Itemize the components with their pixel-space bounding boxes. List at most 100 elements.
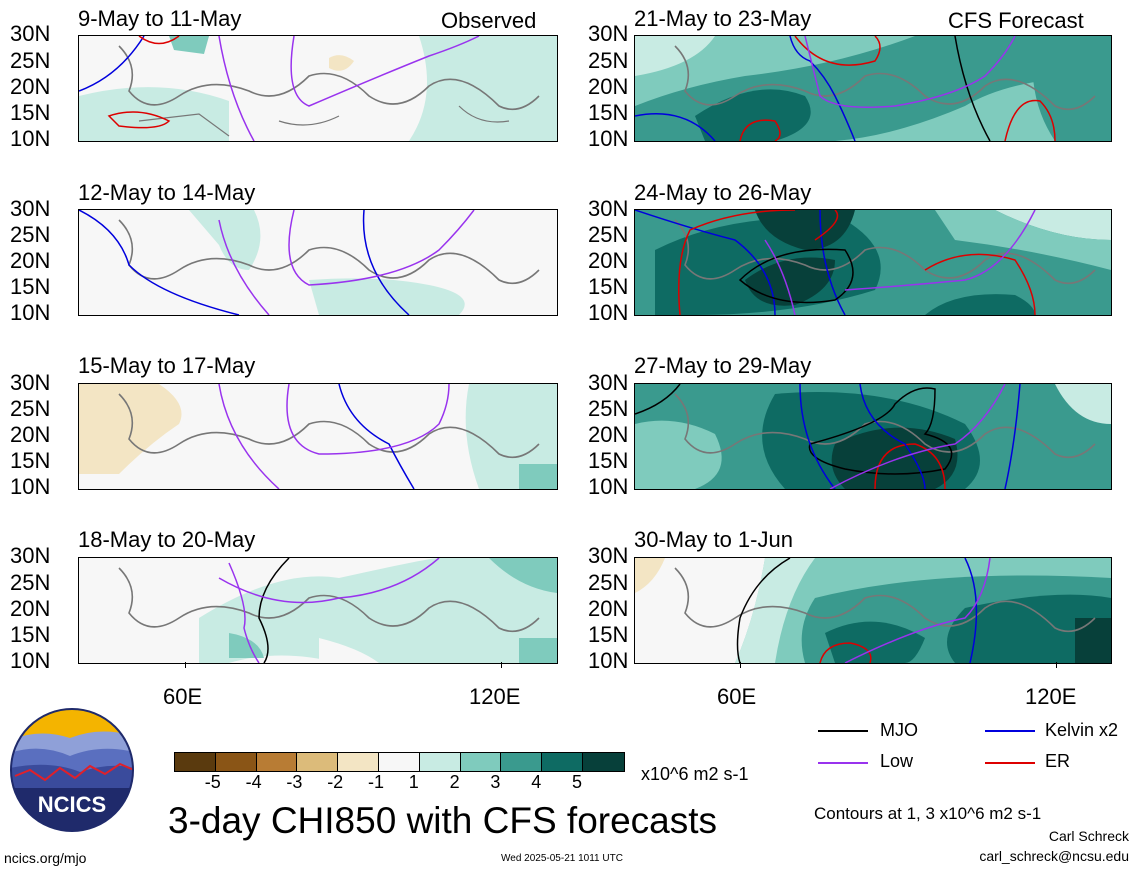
map-panel-2 — [634, 35, 1112, 142]
lon-label: 60E — [717, 684, 757, 709]
lat-label: 30N — [588, 370, 629, 395]
colorbar-tick-label: 2 — [449, 772, 460, 792]
map-field — [79, 36, 557, 141]
lat-label: 30N — [588, 196, 629, 221]
panel-tag-forecast: CFS Forecast — [948, 8, 1084, 33]
panel-title: 18-May to 20-May — [78, 527, 256, 552]
map-panel-6 — [634, 383, 1112, 490]
panel-title: 24-May to 26-May — [634, 180, 812, 205]
colorbar-box — [419, 753, 461, 771]
panel-title: 21-May to 23-May — [634, 6, 812, 31]
author: Carl Schreck — [1048, 828, 1129, 844]
lat-label: 20N — [10, 74, 51, 99]
lat-label: 15N — [588, 100, 629, 125]
colorbar-box — [582, 753, 624, 771]
colorbar-box — [256, 753, 298, 771]
lat-label: 25N — [588, 48, 629, 73]
map-field — [635, 210, 1111, 315]
lat-label: 15N — [10, 622, 51, 647]
lat-label: 25N — [10, 48, 51, 73]
legend-label-low: Low — [880, 751, 914, 771]
lat-label: 25N — [10, 396, 51, 421]
contours-note: Contours at 1, 3 x10^6 m2 s-1 — [814, 804, 1042, 823]
lat-label: 30N — [588, 21, 629, 46]
legend-line-er — [985, 762, 1035, 764]
logo-graphic — [10, 708, 134, 832]
map-panel-4 — [634, 209, 1112, 316]
ncics-logo: NCICS — [10, 708, 134, 832]
main-title: 3-day CHI850 with CFS forecasts — [168, 800, 718, 841]
lat-label: 30N — [10, 370, 51, 395]
map-field — [79, 384, 557, 489]
map-panel-3 — [78, 209, 558, 316]
colorbar-box — [338, 753, 379, 771]
lat-label: 10N — [588, 300, 629, 325]
colorbar-tick-label: 5 — [572, 772, 583, 792]
panel-title: 30-May to 1-Jun — [634, 527, 793, 552]
lat-label: 10N — [10, 474, 51, 499]
lat-label: 10N — [588, 474, 629, 499]
lat-label: 15N — [588, 274, 629, 299]
logo-text: NCICS — [37, 792, 107, 817]
lat-label: 15N — [588, 448, 629, 473]
lat-label: 30N — [10, 543, 51, 568]
colorbar-box — [501, 753, 543, 771]
colorbar-tick-label: -3 — [286, 772, 303, 792]
lon-tick — [740, 662, 741, 668]
panel-title: 15-May to 17-May — [78, 353, 256, 378]
colorbar-tick-label: -4 — [245, 772, 262, 792]
lat-label: 10N — [10, 300, 51, 325]
colorbar-box — [542, 753, 583, 771]
colorbar-unit: x10^6 m2 s-1 — [641, 764, 749, 784]
lat-label: 15N — [10, 448, 51, 473]
author-email: carl_schreck@ncsu.edu — [979, 848, 1129, 864]
colorbar-box — [175, 753, 216, 771]
legend-line-kelvin — [985, 730, 1035, 732]
lat-label: 25N — [10, 222, 51, 247]
lat-label: 20N — [10, 596, 51, 621]
lat-label: 30N — [588, 543, 629, 568]
colorbar-tick-label: -2 — [327, 772, 344, 792]
map-panel-7 — [78, 557, 558, 664]
lat-label: 20N — [10, 422, 51, 447]
lat-label: 10N — [10, 126, 51, 151]
panel-title: 12-May to 14-May — [78, 180, 256, 205]
lon-label: 120E — [469, 684, 521, 709]
lat-label: 25N — [10, 570, 51, 595]
lat-label: 10N — [588, 126, 629, 151]
lat-label: 15N — [10, 100, 51, 125]
lat-label: 20N — [10, 248, 51, 273]
lat-label: 20N — [588, 74, 629, 99]
colorbar — [174, 752, 625, 772]
map-field — [635, 558, 1111, 663]
panel-tag-observed: Observed — [441, 8, 537, 33]
timestamp: Wed 2025-05-21 1011 UTC — [501, 853, 623, 864]
map-field — [79, 210, 557, 315]
lat-label: 15N — [588, 622, 629, 647]
map-field — [635, 384, 1111, 489]
lon-label: 60E — [163, 684, 203, 709]
lat-label: 15N — [10, 274, 51, 299]
colorbar-tick-label: -1 — [368, 772, 385, 792]
lat-label: 20N — [588, 248, 629, 273]
lon-tick — [1056, 662, 1057, 668]
panel-title: 27-May to 29-May — [634, 353, 812, 378]
map-panel-8 — [634, 557, 1112, 664]
panel-title: 9-May to 11-May — [78, 6, 242, 31]
legend-line-low — [818, 762, 868, 764]
map-field — [79, 558, 557, 663]
colorbar-box — [460, 753, 502, 771]
legend-label-mjo: MJO — [880, 720, 918, 740]
lat-label: 25N — [588, 396, 629, 421]
colorbar-box — [297, 753, 339, 771]
lon-label: 120E — [1025, 684, 1077, 709]
lat-label: 30N — [10, 196, 51, 221]
map-panel-1 — [78, 35, 558, 142]
legend-line-mjo — [818, 730, 868, 732]
lat-label: 25N — [588, 570, 629, 595]
legend-label-kelvin: Kelvin x2 — [1045, 720, 1119, 740]
lat-label: 25N — [588, 222, 629, 247]
colorbar-box — [378, 753, 420, 771]
site-link[interactable]: ncics.org/mjo — [4, 850, 87, 866]
lon-tick — [501, 662, 502, 668]
